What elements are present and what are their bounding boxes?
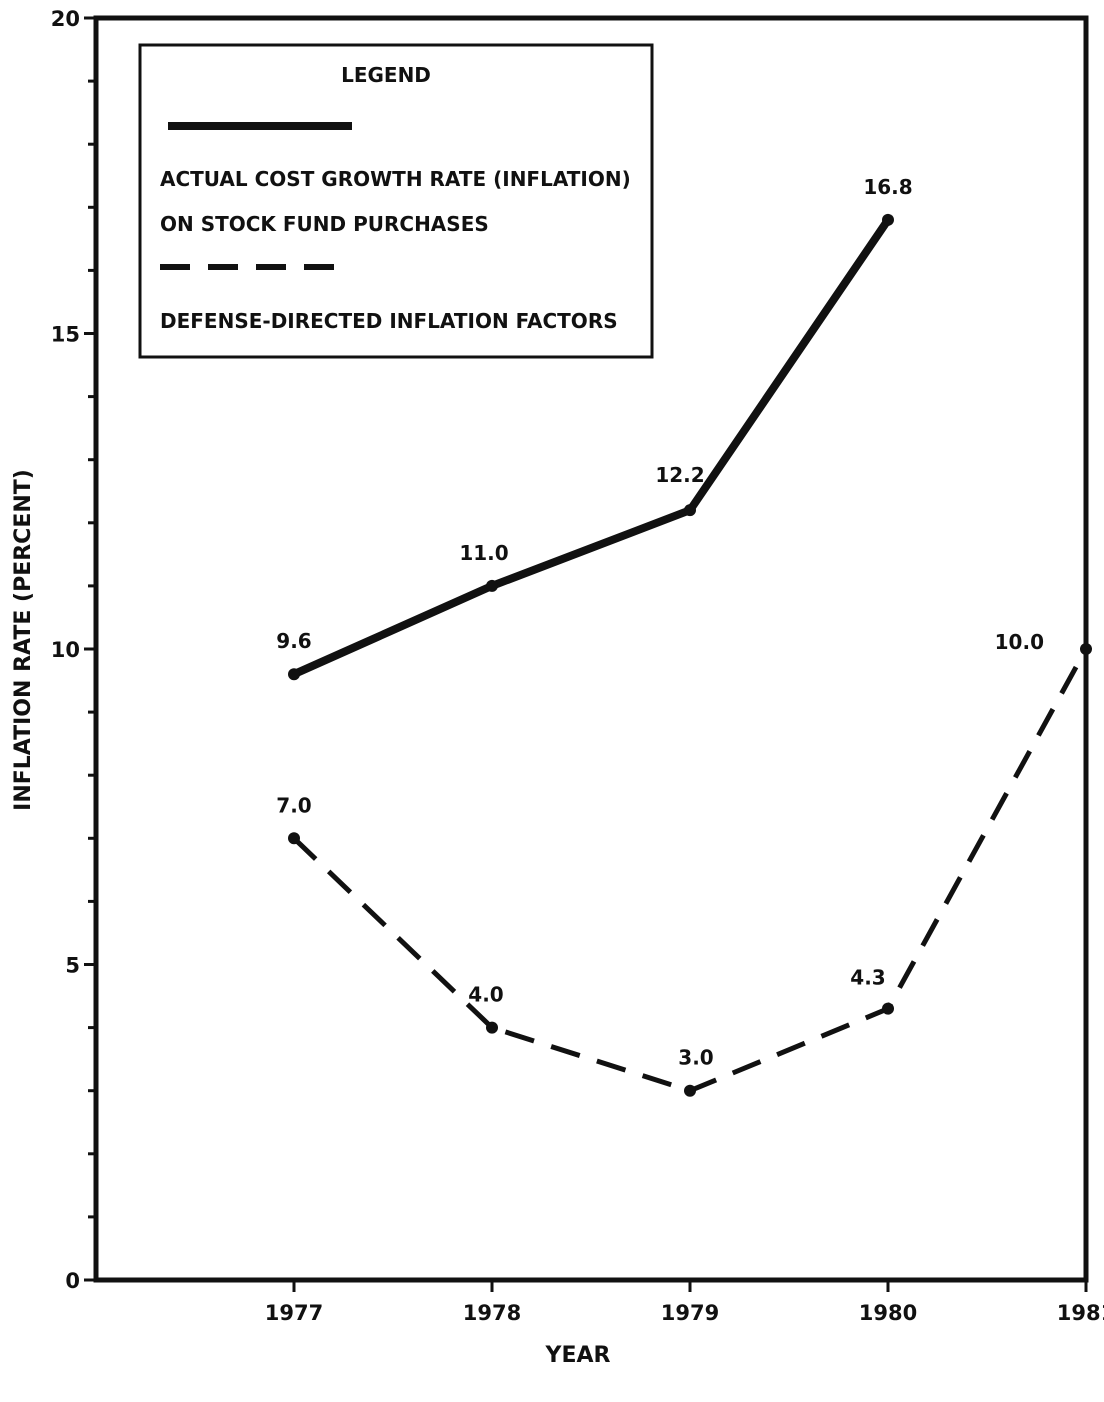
data-label: 4.3 bbox=[850, 966, 885, 990]
x-tick-label: 1978 bbox=[463, 1301, 521, 1325]
legend-box bbox=[138, 43, 654, 359]
y-tick-label: 15 bbox=[51, 323, 80, 347]
y-tick-label: 20 bbox=[51, 7, 80, 31]
data-point bbox=[1080, 643, 1092, 655]
x-axis-ticks: 1977 1978 1979 1980 1981 bbox=[265, 1280, 1104, 1325]
data-label: 11.0 bbox=[459, 541, 508, 565]
data-label: 4.0 bbox=[468, 983, 503, 1007]
x-tick-label: 1977 bbox=[265, 1301, 323, 1325]
legend-entry-label: ACTUAL COST GROWTH RATE (INFLATION) bbox=[160, 167, 631, 191]
series-line-actual-cost-growth bbox=[292, 217, 892, 678]
x-tick-label: 1979 bbox=[661, 1301, 719, 1325]
data-label: 12.2 bbox=[655, 463, 704, 487]
data-point bbox=[486, 579, 498, 592]
legend-title: LEGEND bbox=[341, 63, 431, 87]
data-label: 7.0 bbox=[276, 793, 311, 817]
y-tick-label: 5 bbox=[65, 954, 80, 978]
x-tick-label: 1981 bbox=[1057, 1301, 1104, 1325]
x-tick-label: 1980 bbox=[859, 1301, 917, 1325]
y-tick-label: 0 bbox=[65, 1269, 80, 1293]
y-tick-label: 10 bbox=[51, 638, 80, 662]
data-point bbox=[684, 504, 696, 517]
series-group: 9.6 11.0 12.2 16.8 7.0 4.0 3.0 4.3 10.0 bbox=[276, 175, 1092, 1097]
data-point bbox=[288, 832, 300, 845]
data-label: 16.8 bbox=[863, 175, 912, 199]
data-point bbox=[882, 213, 894, 226]
data-label: 9.6 bbox=[276, 629, 311, 653]
series-line-defense-directed bbox=[292, 647, 1089, 1094]
legend-entry-label: DEFENSE-DIRECTED INFLATION FACTORS bbox=[160, 309, 618, 333]
data-point bbox=[486, 1021, 498, 1034]
legend: LEGEND ACTUAL COST GROWTH RATE (INFLATION… bbox=[138, 43, 654, 359]
data-label: 3.0 bbox=[678, 1046, 713, 1070]
data-point bbox=[882, 1002, 894, 1015]
y-axis-label: INFLATION RATE (PERCENT) bbox=[11, 469, 36, 811]
data-point bbox=[288, 668, 300, 681]
data-label: 10.0 bbox=[995, 630, 1044, 654]
y-axis-ticks: 0 5 10 15 20 bbox=[51, 7, 96, 1293]
x-axis-label: YEAR bbox=[545, 1343, 611, 1368]
legend-entry-label: ON STOCK FUND PURCHASES bbox=[160, 212, 489, 236]
data-point bbox=[684, 1084, 696, 1097]
